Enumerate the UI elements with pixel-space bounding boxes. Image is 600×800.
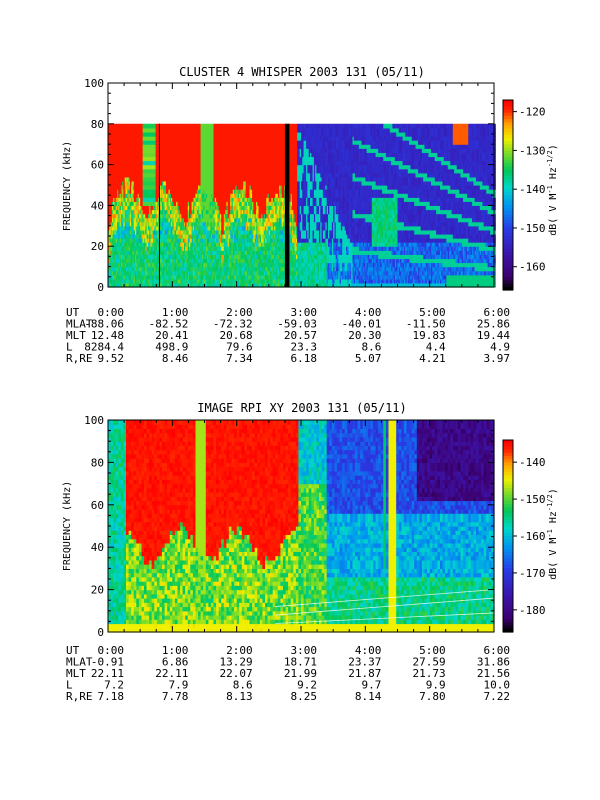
y-tick-label: 20 <box>91 584 104 597</box>
y-tick-label: 100 <box>84 414 104 427</box>
table-cell: 3.97 <box>484 352 511 365</box>
data-gap-band <box>285 124 290 287</box>
colorbar-tick-label: -160 <box>519 261 546 274</box>
y-tick-label: 100 <box>84 77 104 90</box>
colorbar-label-mid: Hz <box>548 167 559 185</box>
y-tick-label: 60 <box>91 159 104 172</box>
colorbar-tick-label: -160 <box>519 530 546 543</box>
colorbar-tick-label: -120 <box>519 106 546 119</box>
colorbar-tick-label: -130 <box>519 144 546 157</box>
colorbar-tick-label: -140 <box>519 456 546 469</box>
y-tick-label: 0 <box>97 281 104 294</box>
y-tick-label: 80 <box>91 118 104 131</box>
spectrogram <box>108 124 496 288</box>
table-cell: 8.13 <box>226 690 253 703</box>
y-tick-label: 20 <box>91 240 104 253</box>
table-cell: 5.07 <box>355 352 382 365</box>
y-tick-label: 0 <box>97 626 104 639</box>
table-cell: 7.18 <box>98 690 125 703</box>
y-tick-label: 80 <box>91 456 104 469</box>
colorbar-label-main: dB( V M <box>548 194 559 236</box>
table-cell: 4.21 <box>419 352 446 365</box>
table-cell: 6.18 <box>291 352 318 365</box>
colorbar-tick-label: -150 <box>519 493 546 506</box>
y-tick-label: 40 <box>91 541 104 554</box>
colorbar-tick-label: -170 <box>519 567 546 580</box>
colorbar-tick-label: -180 <box>519 604 546 617</box>
table-cell: 9.52 <box>98 352 125 365</box>
colorbar-label-sup1: -1 <box>546 529 554 537</box>
colorbar-label-end: ) <box>548 144 559 150</box>
table-cell: 8.25 <box>291 690 318 703</box>
spectrogram <box>108 420 495 633</box>
table-cell: 8.46 <box>162 352 189 365</box>
y-axis-label: FREQUENCY (kHz) <box>62 481 73 571</box>
chart-title: IMAGE RPI XY 2003 131 (05/11) <box>197 401 407 415</box>
table-cell: 8.14 <box>355 690 382 703</box>
colorbar-label-sup2: -1/2 <box>546 494 554 511</box>
colorbar-label-mid: Hz <box>548 511 559 529</box>
colorbar: -140 -150 -160 -170 -180 <box>503 440 546 633</box>
colorbar-label-sup2: -1/2 <box>546 150 554 167</box>
table-cell: 7.22 <box>484 690 511 703</box>
colorbar-tick-label: -140 <box>519 183 546 196</box>
y-tick-label: 60 <box>91 499 104 512</box>
y-axis-label: FREQUENCY (kHz) <box>62 141 73 231</box>
table-cell: 7.78 <box>162 690 189 703</box>
chart-title: CLUSTER 4 WHISPER 2003 131 (05/11) <box>179 65 425 79</box>
row-label: R,RE <box>66 690 93 703</box>
y-tick-label: 40 <box>91 199 104 212</box>
colorbar-label-end: ) <box>548 488 559 494</box>
table-cell: 7.34 <box>226 352 253 365</box>
colorbar-label-main: dB( V M <box>548 538 559 580</box>
colorbar-tick-label: -150 <box>519 222 546 235</box>
colorbar-label-sup1: -1 <box>546 185 554 193</box>
table-cell: 7.80 <box>419 690 446 703</box>
row-label: R,RE <box>66 352 93 365</box>
